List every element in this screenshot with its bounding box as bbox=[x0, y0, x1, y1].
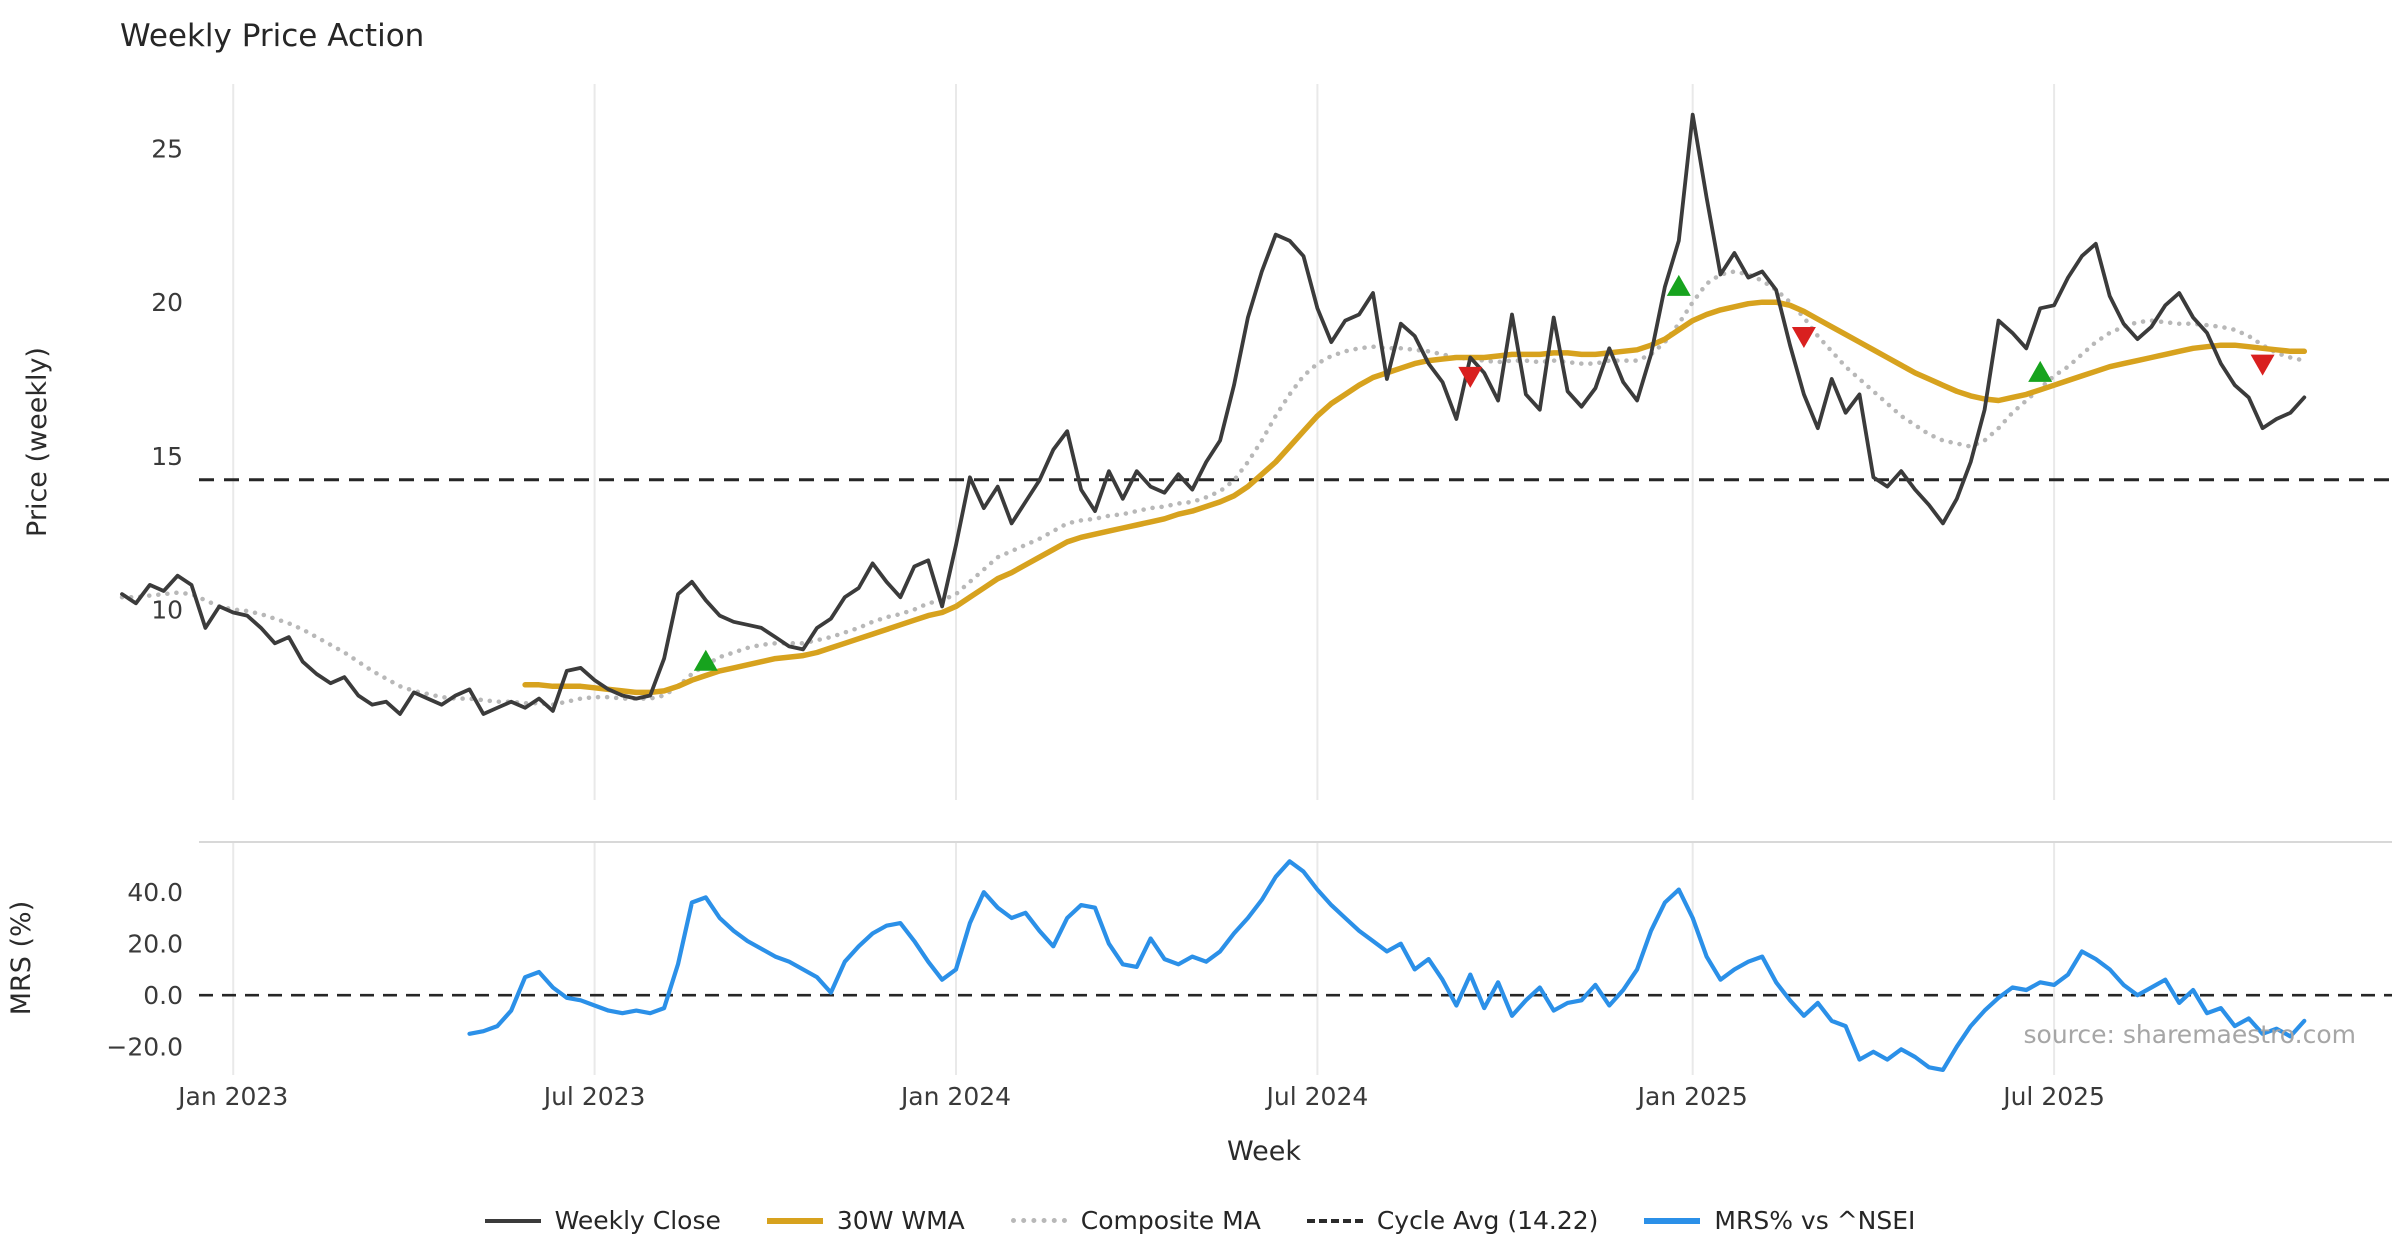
mrs-tick-label: 40.0 bbox=[127, 878, 183, 907]
legend-label: MRS% vs ^NSEI bbox=[1714, 1206, 1916, 1235]
mrs-tick-label: 0.0 bbox=[143, 981, 183, 1010]
price-tick-label: 15 bbox=[151, 442, 183, 471]
sell-signal-marker bbox=[1458, 366, 1483, 388]
price-axis-label: Price (weekly) bbox=[22, 347, 53, 537]
legend-item: Cycle Avg (14.22) bbox=[1306, 1206, 1599, 1235]
legend-item: 30W WMA bbox=[766, 1206, 965, 1235]
price-tick-label: 20 bbox=[151, 288, 183, 317]
buy-signal-marker bbox=[1666, 274, 1691, 296]
legend-label: Composite MA bbox=[1080, 1206, 1261, 1235]
x-tick-label: Jul 2023 bbox=[542, 1082, 646, 1111]
series-lines bbox=[119, 112, 2308, 1072]
source-note: source: sharemaestro.com bbox=[2024, 1020, 2357, 1049]
mrs-tick-label: 20.0 bbox=[127, 930, 183, 959]
price-tick-label: 10 bbox=[151, 595, 183, 624]
mrs-axis-label: MRS (%) bbox=[6, 901, 37, 1016]
legend-item: MRS% vs ^NSEI bbox=[1644, 1206, 1915, 1235]
price-tick-label: 25 bbox=[151, 135, 183, 164]
x-tick-label: Jul 2024 bbox=[1265, 1082, 1369, 1111]
weekly-close-line bbox=[120, 112, 2307, 716]
legend-item: Weekly Close bbox=[484, 1206, 721, 1235]
mrs-vs-nsei-line bbox=[467, 859, 2307, 1072]
legend-sample-solid-thick bbox=[1644, 1217, 1701, 1224]
signal-markers bbox=[693, 274, 2275, 671]
legend-item: Composite MA bbox=[1010, 1206, 1261, 1235]
legend-label: 30W WMA bbox=[836, 1206, 965, 1235]
legend-sample-solid-thick bbox=[766, 1217, 823, 1224]
legend: Weekly Close 30W WMA Composite MA Cycle Avg… bbox=[0, 1206, 2400, 1235]
x-tick-label: Jan 2024 bbox=[899, 1082, 1011, 1111]
legend-label: Cycle Avg (14.22) bbox=[1376, 1206, 1599, 1235]
x-axis-label: Week bbox=[1227, 1136, 1301, 1167]
gridlines bbox=[199, 84, 2392, 1075]
axis-tick-labels: Jan 2023 Jul 2023 Jan 2024 Jul 2024 Jan 2025… bbox=[106, 135, 2105, 1111]
legend-sample-dashed bbox=[1306, 1218, 1363, 1223]
buy-signal-marker bbox=[693, 649, 718, 671]
legend-sample-solid bbox=[484, 1218, 541, 1223]
sell-signal-marker bbox=[1791, 326, 1816, 348]
legend-sample-dotted bbox=[1010, 1218, 1067, 1223]
30w-wma-line bbox=[522, 299, 2308, 696]
chart-title: Weekly Price Action bbox=[120, 18, 424, 54]
x-tick-label: Jul 2025 bbox=[2001, 1082, 2105, 1111]
sell-signal-marker bbox=[2250, 354, 2275, 376]
composite-ma-line bbox=[119, 269, 2307, 707]
buy-signal-marker bbox=[2028, 360, 2053, 382]
reference-lines bbox=[199, 478, 2392, 997]
legend-label: Weekly Close bbox=[554, 1206, 721, 1235]
mrs-tick-label: −20.0 bbox=[106, 1033, 183, 1062]
x-tick-label: Jan 2023 bbox=[176, 1082, 288, 1111]
x-tick-label: Jan 2025 bbox=[1636, 1082, 1748, 1111]
